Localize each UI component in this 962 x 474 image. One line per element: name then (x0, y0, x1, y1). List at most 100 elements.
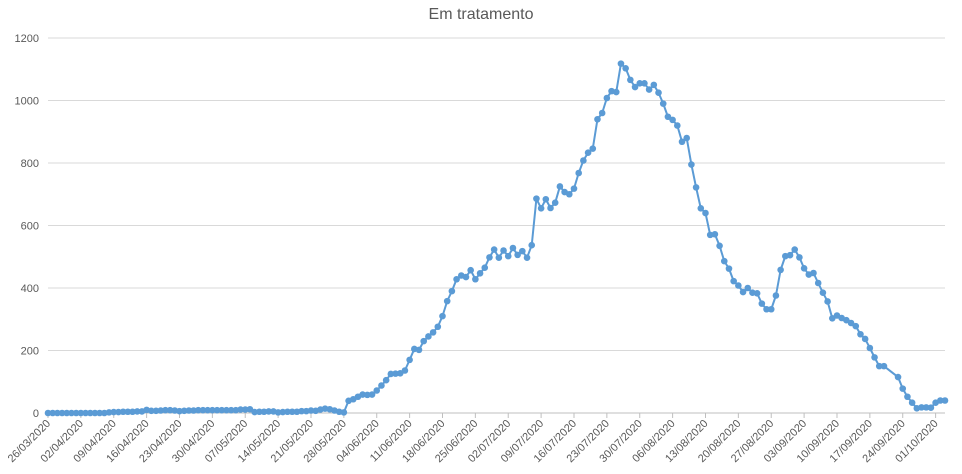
data-point (265, 408, 273, 415)
data-point (533, 195, 540, 202)
data-point (448, 287, 456, 295)
data-point (495, 254, 503, 261)
data-point (791, 246, 799, 253)
data-point (584, 149, 592, 156)
data-point (542, 195, 550, 203)
data-point (866, 344, 874, 352)
data-point (739, 288, 747, 296)
data-point (800, 265, 808, 272)
data-point (767, 305, 775, 313)
data-point (194, 406, 202, 414)
y-tick-label: 1000 (15, 96, 39, 108)
y-axis-tick-labels: 0 200 400 600 800 1000 1200 (15, 33, 39, 420)
data-point (91, 409, 99, 417)
data-point (429, 329, 437, 336)
data-point (387, 370, 395, 378)
data-point (279, 408, 287, 416)
data-point (669, 116, 676, 124)
data-point (598, 109, 606, 117)
data-point (622, 65, 629, 72)
data-point (481, 264, 489, 271)
data-point (744, 284, 752, 292)
gridlines (48, 37, 945, 351)
data-point (77, 409, 85, 417)
data-point (796, 254, 803, 261)
data-point (730, 277, 737, 285)
data-point (392, 370, 399, 377)
data-point (467, 266, 474, 274)
data-point (612, 88, 620, 96)
data-point (551, 199, 559, 206)
data-point (716, 242, 723, 250)
data-point (735, 282, 742, 289)
data-point (382, 376, 390, 384)
data-point (223, 406, 230, 414)
data-point (918, 404, 925, 411)
data-point (575, 169, 582, 177)
data-point (899, 385, 907, 392)
data-point (129, 408, 136, 416)
data-point (152, 407, 160, 415)
data-point (260, 408, 268, 416)
data-point (908, 399, 916, 406)
data-point (758, 300, 766, 307)
data-point (528, 241, 536, 249)
data-point (641, 80, 648, 87)
data-point (462, 273, 470, 281)
data-point (880, 362, 888, 370)
data-point (570, 185, 578, 192)
data-point (148, 407, 155, 415)
data-point (927, 404, 935, 411)
data-point (133, 408, 141, 415)
data-point (256, 408, 263, 416)
data-point (786, 251, 794, 259)
data-point (617, 60, 625, 67)
data-point (937, 397, 944, 404)
data-point (847, 319, 855, 327)
data-point (199, 406, 207, 414)
data-point (274, 409, 282, 416)
data-point (110, 408, 118, 416)
data-point (420, 337, 428, 345)
data-point (509, 244, 517, 252)
data-point (645, 86, 653, 93)
data-point (119, 408, 127, 416)
data-point (904, 393, 911, 401)
data-point (664, 113, 672, 121)
data-point (218, 406, 226, 414)
data-point (185, 407, 193, 414)
data-point (490, 246, 498, 253)
data-point (434, 323, 442, 331)
series-line (48, 62, 945, 414)
data-point (190, 407, 197, 414)
data-point (655, 89, 662, 96)
data-point (307, 407, 315, 414)
data-point (565, 190, 573, 198)
y-tick-label: 0 (33, 408, 39, 420)
chart-title: Em tratamento (429, 6, 534, 23)
data-point (425, 333, 432, 340)
data-point (439, 312, 446, 320)
data-point (580, 157, 587, 164)
data-point (227, 406, 235, 414)
data-point (406, 356, 413, 364)
data-point (176, 407, 183, 415)
data-point (443, 297, 451, 305)
data-point (237, 406, 244, 413)
data-point (364, 391, 371, 399)
y-tick-label: 800 (21, 158, 39, 170)
data-point (72, 409, 80, 417)
data-point (213, 406, 221, 414)
data-point (678, 138, 686, 146)
x-axis-tick-labels: 26/03/202002/04/202009/04/202016/04/2020… (6, 418, 941, 465)
data-point (697, 205, 705, 212)
data-point (86, 409, 94, 417)
data-point (683, 134, 690, 142)
data-point (105, 409, 113, 416)
data-point (288, 408, 296, 416)
data-point (415, 346, 423, 354)
data-point (284, 408, 291, 416)
data-point (340, 409, 348, 416)
data-point (241, 406, 249, 413)
